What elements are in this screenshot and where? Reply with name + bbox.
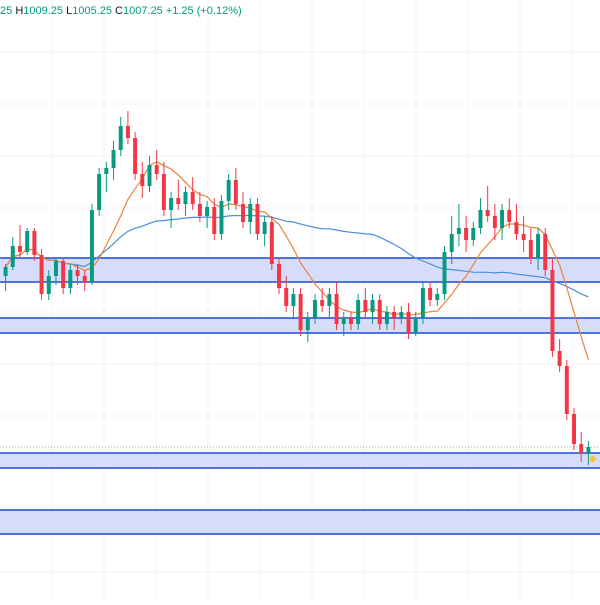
candle-body-up (3, 267, 8, 276)
candle-body-down (18, 246, 22, 252)
moving-average-fast (5, 161, 589, 360)
candle-body-down (521, 234, 526, 240)
candle-body-down (377, 300, 382, 324)
candle-body-up (46, 276, 51, 294)
zone-band (0, 453, 600, 468)
candle-body-down (363, 300, 368, 312)
candle-body-up (471, 228, 476, 240)
candle-body-down (406, 312, 411, 333)
candle-body-down (464, 228, 469, 240)
candle-body-down (190, 192, 195, 204)
candle-body-down (392, 312, 397, 318)
legend-close-value: 1007.25 (123, 5, 163, 17)
candle-body-down (528, 240, 533, 258)
candle-body-down (334, 294, 339, 324)
candle-body-up (420, 288, 425, 318)
candle-body-up (219, 201, 224, 234)
candle-body-down (564, 366, 569, 414)
candle-body-down (269, 222, 274, 264)
candle-body-down (298, 294, 303, 330)
candle-body-up (356, 300, 361, 324)
candle-body-up (68, 270, 73, 288)
candle-body-up (262, 222, 267, 234)
candle-body-down (579, 444, 584, 453)
candle-body-up (586, 447, 591, 453)
candle-body-down (61, 261, 66, 288)
candle-body-up (370, 300, 375, 312)
legend-close-label: C (115, 5, 123, 17)
candle-body-down (233, 180, 238, 204)
candle-body-up (118, 126, 123, 150)
candle-body-up (500, 210, 505, 228)
candle-body-down (572, 414, 576, 444)
candle-body-down (492, 216, 497, 228)
candle-body-up (169, 198, 174, 210)
candle-body-down (140, 174, 145, 186)
candle-body-up (384, 312, 389, 324)
candle-body-up (399, 312, 404, 318)
ohlc-legend: 25 H1009.25 L1005.25 C1007.25 +1.25 (+0.… (0, 5, 242, 17)
candle-body-down (241, 204, 246, 222)
candle-body-down (32, 231, 37, 255)
legend-open-partial: 25 (0, 5, 13, 17)
candle-body-down (39, 255, 44, 294)
candle-body-down (176, 198, 181, 204)
candle-body-down (348, 318, 353, 324)
candle-body-up (456, 228, 461, 234)
candle-body-down (154, 165, 159, 174)
candle-body-down (255, 204, 260, 234)
candle-body-up (327, 294, 332, 306)
candle-body-up (341, 318, 346, 324)
candle-body-down (485, 210, 490, 216)
candle-body-down (125, 126, 130, 138)
candle-body-up (89, 210, 94, 282)
candle-body-down (557, 351, 562, 366)
candle-body-down (212, 207, 217, 234)
legend-low-value: 1005.25 (72, 5, 112, 17)
candle-body-up (183, 192, 188, 204)
candle-body-up (442, 252, 447, 294)
candle-body-up (53, 261, 58, 276)
candle-body-up (147, 165, 152, 186)
candle-body-down (543, 234, 548, 270)
candle-body-up (536, 234, 541, 258)
candle-body-down (507, 210, 512, 222)
candle-body-down (550, 270, 555, 351)
candle-body-down (514, 222, 519, 234)
candle-body-down (277, 264, 281, 288)
candle-body-down (284, 288, 289, 306)
candle-body-up (226, 180, 231, 201)
candle-body-down (320, 300, 325, 306)
candle-body-up (291, 294, 296, 306)
candle-body-up (313, 300, 317, 318)
candle-body-up (305, 318, 310, 330)
candle-body-up (10, 246, 15, 267)
candle-body-up (205, 207, 210, 216)
candle-body-up (449, 234, 454, 252)
zone-band (0, 510, 600, 534)
candle-body-up (248, 204, 253, 222)
candle-body-up (111, 150, 116, 168)
candle-body-down (428, 288, 433, 300)
candle-body-up (25, 231, 30, 252)
candle-body-up (478, 210, 483, 228)
candle-body-down (75, 270, 80, 276)
legend-low-label: L (66, 5, 73, 17)
candle-body-down (197, 204, 202, 216)
candle-body-up (104, 168, 109, 174)
candle-body-down (161, 174, 166, 210)
candle-body-up (435, 294, 440, 300)
candle-body-up (97, 174, 102, 210)
legend-high-value: 1009.25 (23, 5, 64, 17)
last-price-marker-icon (588, 455, 597, 463)
candle-body-down (82, 276, 87, 282)
candle-body-down (133, 138, 138, 174)
legend-high-label: H (15, 5, 24, 17)
legend-change: +1.25 (+0.12%) (165, 5, 242, 17)
candle-body-up (413, 318, 418, 333)
